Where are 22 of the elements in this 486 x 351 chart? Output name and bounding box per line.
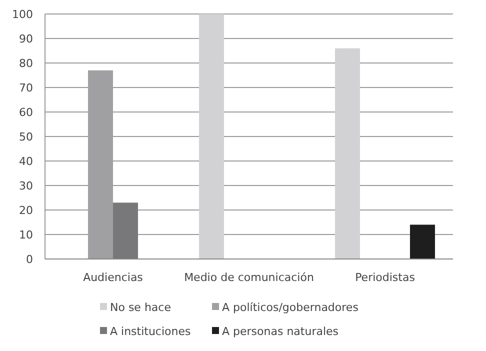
legend-label: A políticos/gobernadores [222, 301, 359, 314]
bar [335, 48, 360, 259]
legend-label: A personas naturales [222, 325, 339, 338]
x-tick-label: Audiencias [83, 271, 144, 284]
y-tick-label: 90 [19, 32, 33, 46]
legend-label: A instituciones [110, 325, 192, 338]
y-tick-label: 70 [19, 81, 33, 94]
y-tick-label: 60 [19, 106, 33, 119]
x-tick-label: Medio de comunicación [184, 271, 314, 284]
y-tick-label: 0 [26, 252, 33, 266]
x-tick-label: Periodistas [355, 271, 416, 284]
bar [113, 202, 138, 259]
y-tick-label: 10 [19, 228, 33, 242]
y-tick-label: 100 [12, 8, 33, 21]
legend-label: No se hace [110, 301, 172, 314]
y-tick-label: 20 [19, 204, 33, 217]
y-tick-label: 80 [19, 56, 33, 70]
y-tick-label: 40 [19, 154, 33, 168]
y-tick-label: 30 [19, 179, 33, 192]
bar [199, 14, 224, 259]
y-tick-label: 50 [19, 130, 33, 144]
bar [410, 224, 435, 259]
